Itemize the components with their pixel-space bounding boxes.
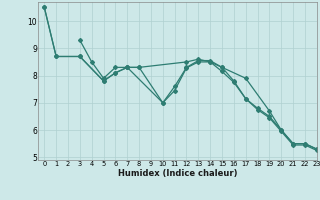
X-axis label: Humidex (Indice chaleur): Humidex (Indice chaleur) [118,169,237,178]
